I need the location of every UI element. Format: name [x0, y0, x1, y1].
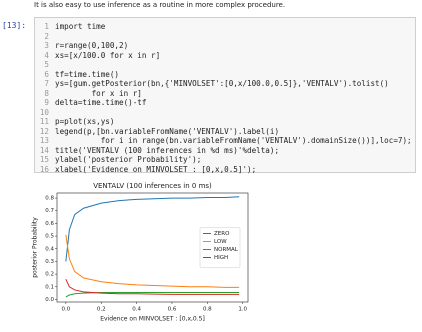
line-number: 5: [44, 60, 49, 69]
cell-prompt: [13]:: [2, 21, 27, 30]
y-tick-label: 0.5: [45, 234, 54, 240]
series-line: [65, 278, 240, 295]
line-number: 16: [39, 164, 49, 174]
line-number: 2: [44, 31, 49, 41]
line-number: 1: [44, 22, 49, 31]
series-line: [65, 291, 240, 298]
series-line: [65, 234, 240, 288]
legend-label: HIGH: [214, 255, 228, 261]
y-axis-label: posterior Probability: [32, 217, 39, 278]
chart-title: VENTALV (100 inferences in 0 ms): [93, 182, 212, 190]
x-tick-label: 0.4: [132, 307, 141, 313]
code-text: delta=time.time()-tf: [55, 98, 147, 107]
line-number: 15: [39, 155, 49, 164]
code-text: r=range(0,100,2): [55, 41, 129, 50]
plot-frame: [56, 192, 249, 303]
x-axis-label: Evidence on MINVOLSET : [0,x,0.5]: [100, 316, 205, 323]
code-text: for x in r]: [55, 88, 142, 98]
x-tick-label: 0.2: [97, 307, 106, 313]
y-tick-label: 0.4: [45, 246, 54, 252]
y-tick-label: 0.1: [45, 284, 54, 290]
line-number: 9: [44, 98, 49, 107]
y-tick-label: 0.2: [45, 272, 54, 278]
x-tick-label: 1.0: [238, 307, 247, 313]
legend-label: ZERO: [214, 231, 230, 237]
line-number: 12: [39, 126, 49, 136]
code-text: legend(p,[bn.variableFromName('VENTALV')…: [55, 126, 280, 136]
line-number: 8: [44, 88, 49, 98]
line-number: 7: [44, 79, 49, 88]
legend-label: LOW: [214, 239, 227, 245]
line-number: 13: [39, 136, 49, 145]
intro-text: It is also easy to use inference as a ro…: [34, 1, 286, 9]
line-number: 6: [44, 69, 49, 79]
x-tick-label: 0.8: [203, 307, 212, 313]
line-number: 3: [44, 41, 49, 50]
y-tick-label: 0.6: [45, 221, 54, 227]
code-cell[interactable]: 1 import time 2 3 r=range(0,100,2) 4 xs=[x/100…: [34, 17, 416, 174]
legend-box: [199, 227, 241, 268]
code-text: p=plot(xs,ys): [55, 117, 115, 126]
line-number: 4: [44, 50, 49, 60]
code-text: for i in range(bn.variableFromName('VENT…: [55, 136, 412, 145]
code-text: import time: [55, 22, 106, 31]
y-tick-label: 0.7: [45, 208, 54, 214]
legend-label: NORMAL: [214, 247, 239, 253]
y-tick-label: 0.3: [45, 259, 54, 265]
code-text: xlabel('Evidence on MINVOLSET : [0,x,0.5…: [55, 164, 257, 174]
line-number: 11: [39, 117, 49, 126]
x-tick-label: 0.6: [168, 307, 177, 313]
series-line: [65, 196, 240, 262]
code-text: xs=[x/100.0 for x in r]: [55, 50, 161, 60]
code-text: title('VENTALV (100 inferences in %d ms)…: [55, 145, 280, 155]
line-number: 14: [39, 145, 49, 155]
code-text: tf=time.time(): [55, 69, 120, 79]
x-tick-label: 0.0: [61, 307, 70, 313]
y-tick-label: 0.8: [45, 196, 54, 202]
line-number: 10: [39, 107, 49, 117]
y-tick-label: 0.0: [45, 297, 54, 303]
code-text: ylabel('posterior Probability');: [55, 155, 202, 164]
code-text: ys=[gum.getPosterior(bn,{'MINVOLSET':[0,…: [55, 79, 389, 88]
